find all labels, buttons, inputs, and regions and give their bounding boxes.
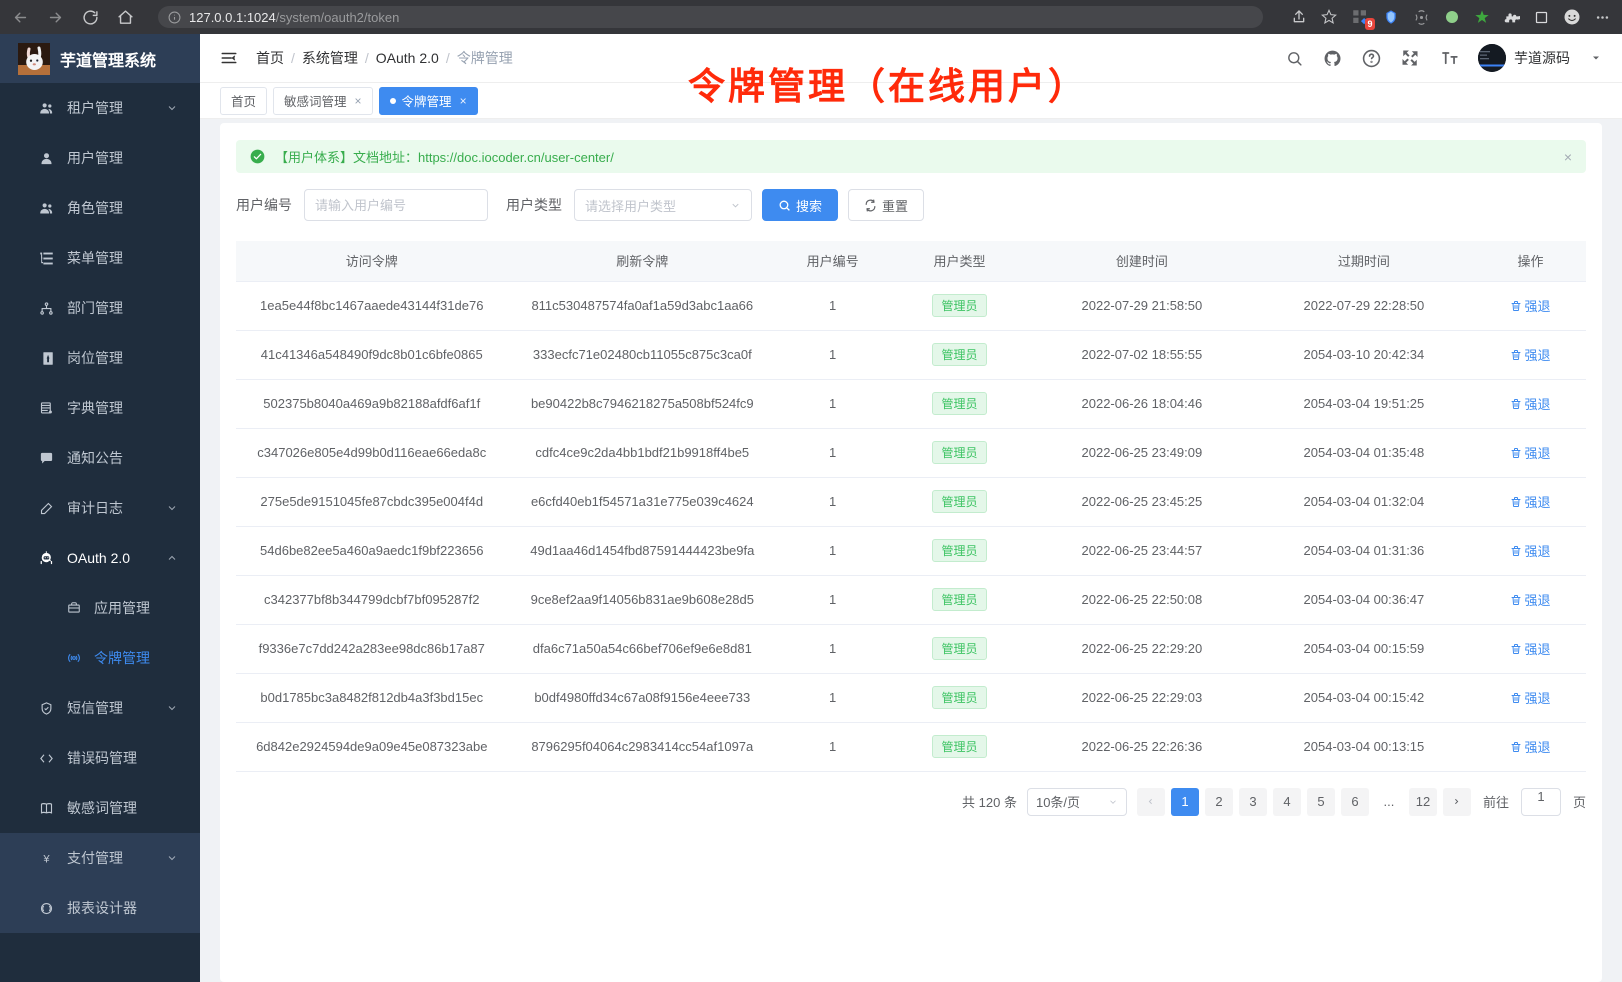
svg-text:¥: ¥ [42, 853, 50, 865]
